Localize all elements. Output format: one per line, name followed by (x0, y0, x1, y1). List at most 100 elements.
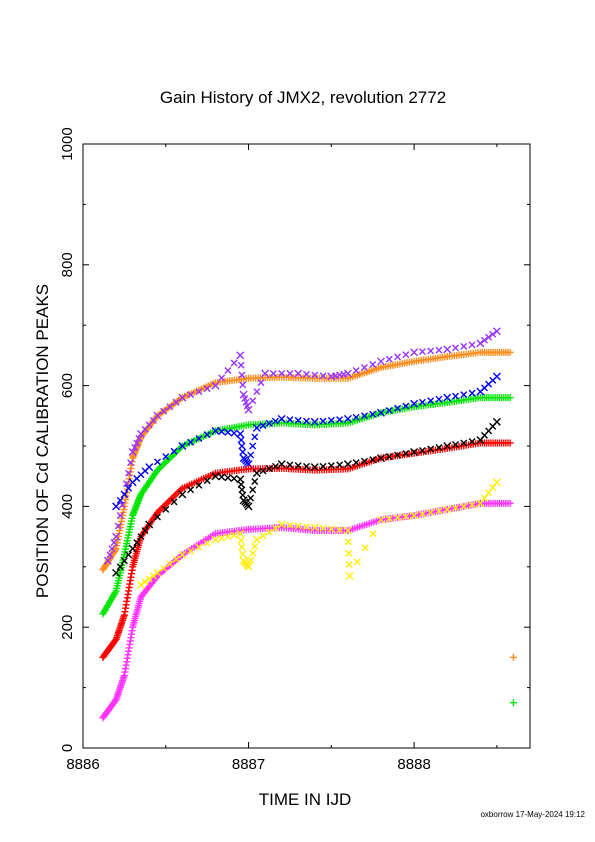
data-point (145, 520, 154, 529)
data-point (108, 545, 116, 553)
data-point (237, 536, 245, 544)
data-point (385, 453, 393, 461)
data-point (468, 437, 476, 445)
data-point (141, 578, 149, 586)
data-point (125, 551, 133, 559)
data-point (319, 372, 327, 380)
data-point (120, 557, 128, 565)
data-point (170, 498, 178, 506)
data-point (218, 428, 226, 436)
data-point (236, 429, 245, 438)
data-point (230, 359, 238, 367)
data-point (343, 369, 352, 378)
data-point (343, 414, 352, 423)
data-point (238, 486, 246, 494)
data-point (251, 542, 259, 550)
data-point (178, 442, 187, 450)
data-point (352, 413, 360, 421)
data-point (166, 403, 174, 411)
data-point (244, 405, 253, 414)
data-point (112, 502, 121, 511)
y-tick-label: 600 (59, 373, 76, 398)
data-point (172, 398, 180, 406)
data-point (476, 339, 485, 348)
data-point (506, 439, 514, 447)
y-tick-label: 1000 (59, 127, 76, 160)
data-point (360, 363, 368, 371)
data-point (460, 342, 468, 350)
data-point (336, 526, 344, 534)
data-point (112, 532, 121, 541)
data-point (252, 469, 261, 478)
data-point (303, 523, 310, 531)
data-point (402, 351, 410, 359)
data-point (187, 438, 195, 446)
data-point (218, 374, 226, 382)
data-point (402, 513, 410, 521)
data-point (492, 478, 501, 487)
data-point (435, 395, 443, 403)
data-point (394, 451, 402, 459)
data-point (135, 434, 143, 442)
data-point (269, 370, 277, 378)
data-point (211, 381, 220, 390)
data-point (125, 469, 133, 477)
data-point (369, 456, 377, 464)
series-4 (99, 439, 514, 661)
data-point (418, 398, 426, 406)
data-point (241, 394, 249, 402)
data-point (277, 414, 286, 423)
x-tick-label: 8886 (66, 756, 99, 773)
data-point (394, 404, 402, 412)
series-6 (99, 499, 514, 722)
data-point (310, 417, 319, 426)
data-point (418, 447, 426, 455)
data-point (336, 416, 344, 424)
data-point (247, 556, 255, 564)
data-point (353, 558, 361, 566)
data-point (236, 351, 245, 360)
data-point (377, 357, 385, 366)
x-tick-label: 8887 (232, 756, 265, 773)
data-point (120, 490, 128, 498)
data-point (410, 511, 419, 520)
data-point (211, 535, 220, 544)
data-point (224, 533, 232, 541)
data-point (286, 461, 294, 469)
data-point (418, 348, 426, 356)
data-point (480, 336, 488, 344)
data-point (166, 560, 174, 568)
data-point (410, 448, 419, 457)
data-point (369, 530, 377, 538)
data-point (452, 392, 459, 400)
data-point (257, 379, 265, 387)
data-point (394, 514, 402, 522)
data-point (224, 474, 232, 482)
data-point (195, 481, 203, 489)
data-point (237, 436, 245, 444)
data-point (153, 411, 162, 420)
y-tick-label: 400 (59, 494, 76, 519)
data-point (443, 505, 452, 514)
data-point (271, 524, 279, 532)
data-point (361, 544, 369, 552)
data-point (154, 513, 161, 521)
series-0 (99, 348, 514, 574)
series-1 (103, 327, 501, 565)
data-point (261, 369, 270, 378)
data-point (133, 539, 141, 547)
data-point (259, 422, 267, 430)
data-point (249, 397, 257, 405)
data-point (195, 434, 203, 442)
data-point (247, 494, 255, 502)
data-point (249, 549, 257, 557)
series-5 (112, 417, 501, 577)
data-point (352, 367, 360, 374)
data-point (345, 571, 354, 580)
data-point (286, 370, 294, 378)
data-point (294, 369, 303, 378)
data-point (492, 372, 501, 381)
data-point (345, 549, 353, 557)
data-point (259, 532, 267, 540)
